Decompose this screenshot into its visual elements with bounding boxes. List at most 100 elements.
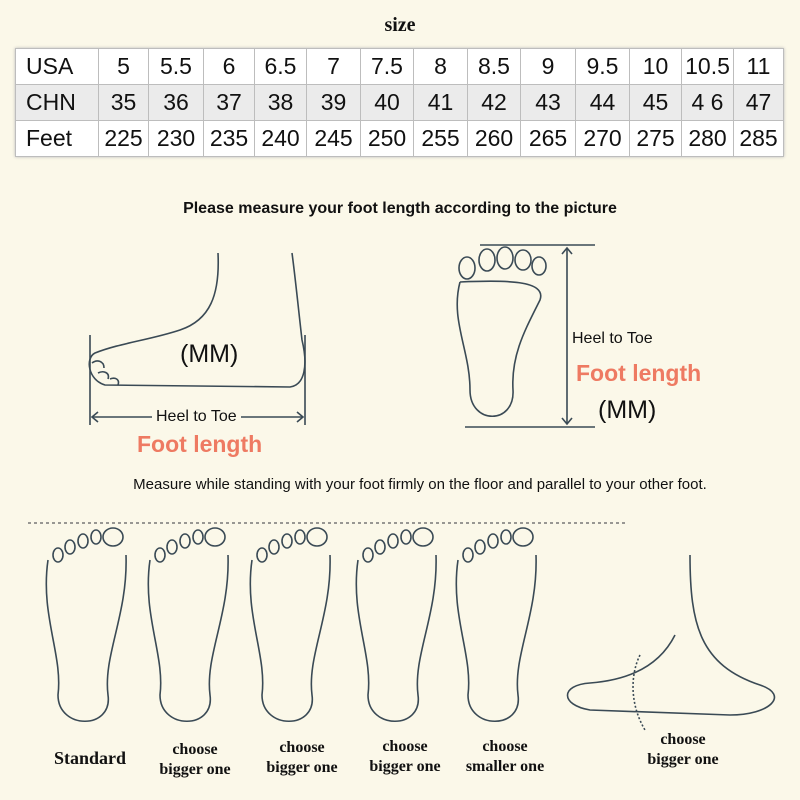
size-cell: 5.5 xyxy=(148,48,204,85)
size-row-chn: CHN 35 36 37 38 39 40 41 42 43 44 45 4 6 47 xyxy=(15,84,784,121)
sole-heel-to-toe: Heel to Toe xyxy=(572,330,653,347)
side-unit: (MM) xyxy=(180,340,239,368)
caption-line1: Standard xyxy=(53,748,127,768)
toe xyxy=(179,533,191,549)
size-cell: 230 xyxy=(148,120,204,157)
foot-outline xyxy=(355,554,437,723)
toe xyxy=(154,547,166,563)
size-cell: 10.5 xyxy=(681,48,734,85)
standing-note: Measure while standing with your foot fi… xyxy=(133,476,707,493)
caption-line2: bigger one xyxy=(159,761,231,778)
toe xyxy=(412,527,434,547)
size-cell: 47 xyxy=(733,84,784,121)
size-cell: 11 xyxy=(733,48,784,85)
toe xyxy=(487,533,499,549)
size-cell: 43 xyxy=(520,84,576,121)
size-cell: 265 xyxy=(520,120,576,157)
size-cell: 270 xyxy=(575,120,630,157)
size-cell: 225 xyxy=(98,120,149,157)
toe xyxy=(192,529,204,545)
size-cell: 9.5 xyxy=(575,48,630,85)
size-cell: 260 xyxy=(467,120,521,157)
size-cell: 9 xyxy=(520,48,576,85)
size-cell: 38 xyxy=(254,84,307,121)
caption-line1: choose xyxy=(382,738,428,755)
toe xyxy=(64,539,76,555)
caption-line1: choose xyxy=(279,739,325,756)
foot-type-caption: choose bigger one xyxy=(140,740,250,780)
foot-outline xyxy=(455,554,537,723)
caption-line2: bigger one xyxy=(266,759,338,776)
toe xyxy=(281,533,293,549)
toe xyxy=(166,539,178,555)
size-cell: 41 xyxy=(413,84,468,121)
toe xyxy=(204,527,226,547)
toe xyxy=(77,533,89,549)
toe xyxy=(512,527,534,547)
caption-line2: bigger one xyxy=(647,751,719,768)
toe xyxy=(294,529,306,545)
size-cell: 255 xyxy=(413,120,468,157)
size-cell: 6.5 xyxy=(254,48,307,85)
size-cell: 45 xyxy=(629,84,682,121)
foot-type-caption: choose smaller one xyxy=(450,737,560,777)
size-cell: 42 xyxy=(467,84,521,121)
toe xyxy=(256,547,268,563)
caption-line2: smaller one xyxy=(465,758,545,775)
size-cell: 36 xyxy=(148,84,204,121)
toe xyxy=(500,529,512,545)
toe xyxy=(474,539,486,555)
measure-instruction: Please measure your foot length accordin… xyxy=(183,200,617,217)
size-row-feet: Feet 225 230 235 240 245 250 255 260 265 270 275 280… xyxy=(15,120,784,157)
toe xyxy=(462,547,474,563)
toe xyxy=(306,527,328,547)
foot-outline xyxy=(249,554,331,723)
size-cell: 7.5 xyxy=(360,48,414,85)
size-title: size xyxy=(384,14,416,36)
side-foot-drawing xyxy=(88,252,306,425)
foot-type-caption: choose bigger one xyxy=(628,730,738,770)
size-cell: 35 xyxy=(98,84,149,121)
caption-line2: bigger one xyxy=(369,758,441,775)
sole-foot-length: Foot length xyxy=(576,360,702,386)
toe xyxy=(374,539,386,555)
side-heel-to-toe: Heel to Toe xyxy=(152,408,241,426)
size-cell: 44 xyxy=(575,84,630,121)
foot-outline xyxy=(147,554,229,723)
toe xyxy=(90,529,102,545)
foot-outline xyxy=(45,554,127,723)
size-cell: 37 xyxy=(203,84,255,121)
size-cell: 10 xyxy=(629,48,682,85)
foot-type-caption: Standard xyxy=(35,748,145,768)
toe xyxy=(52,547,64,563)
foot-type-caption: choose bigger one xyxy=(350,737,460,777)
size-cell: 240 xyxy=(254,120,307,157)
size-cell: 40 xyxy=(360,84,414,121)
size-cell: 280 xyxy=(681,120,734,157)
size-cell: 8 xyxy=(413,48,468,85)
row-label: CHN xyxy=(15,84,99,121)
size-cell: 275 xyxy=(629,120,682,157)
size-cell: 7 xyxy=(306,48,361,85)
caption-line1: choose xyxy=(482,738,528,755)
size-cell: 5 xyxy=(98,48,149,85)
sole-unit: (MM) xyxy=(598,396,657,424)
size-row-usa: USA 5 5.5 6 6.5 7 7.5 8 8.5 9 9.5 10 10.5 11 xyxy=(15,48,784,85)
toe xyxy=(400,529,412,545)
size-cell: 6 xyxy=(203,48,255,85)
foot-type-caption: choose bigger one xyxy=(247,738,357,778)
row-label: USA xyxy=(15,48,99,85)
toe xyxy=(268,539,280,555)
toe xyxy=(387,533,399,549)
size-table: USA 5 5.5 6 6.5 7 7.5 8 8.5 9 9.5 10 10.5 11 CHN 35 36 37… xyxy=(15,48,784,157)
size-cell: 39 xyxy=(306,84,361,121)
foot-types-drawing xyxy=(28,522,776,731)
side-foot-length: Foot length xyxy=(137,431,263,457)
caption-line1: choose xyxy=(660,731,706,748)
size-cell: 235 xyxy=(203,120,255,157)
row-label: Feet xyxy=(15,120,99,157)
size-cell: 245 xyxy=(306,120,361,157)
size-cell: 285 xyxy=(733,120,784,157)
size-cell: 250 xyxy=(360,120,414,157)
toe xyxy=(362,547,374,563)
